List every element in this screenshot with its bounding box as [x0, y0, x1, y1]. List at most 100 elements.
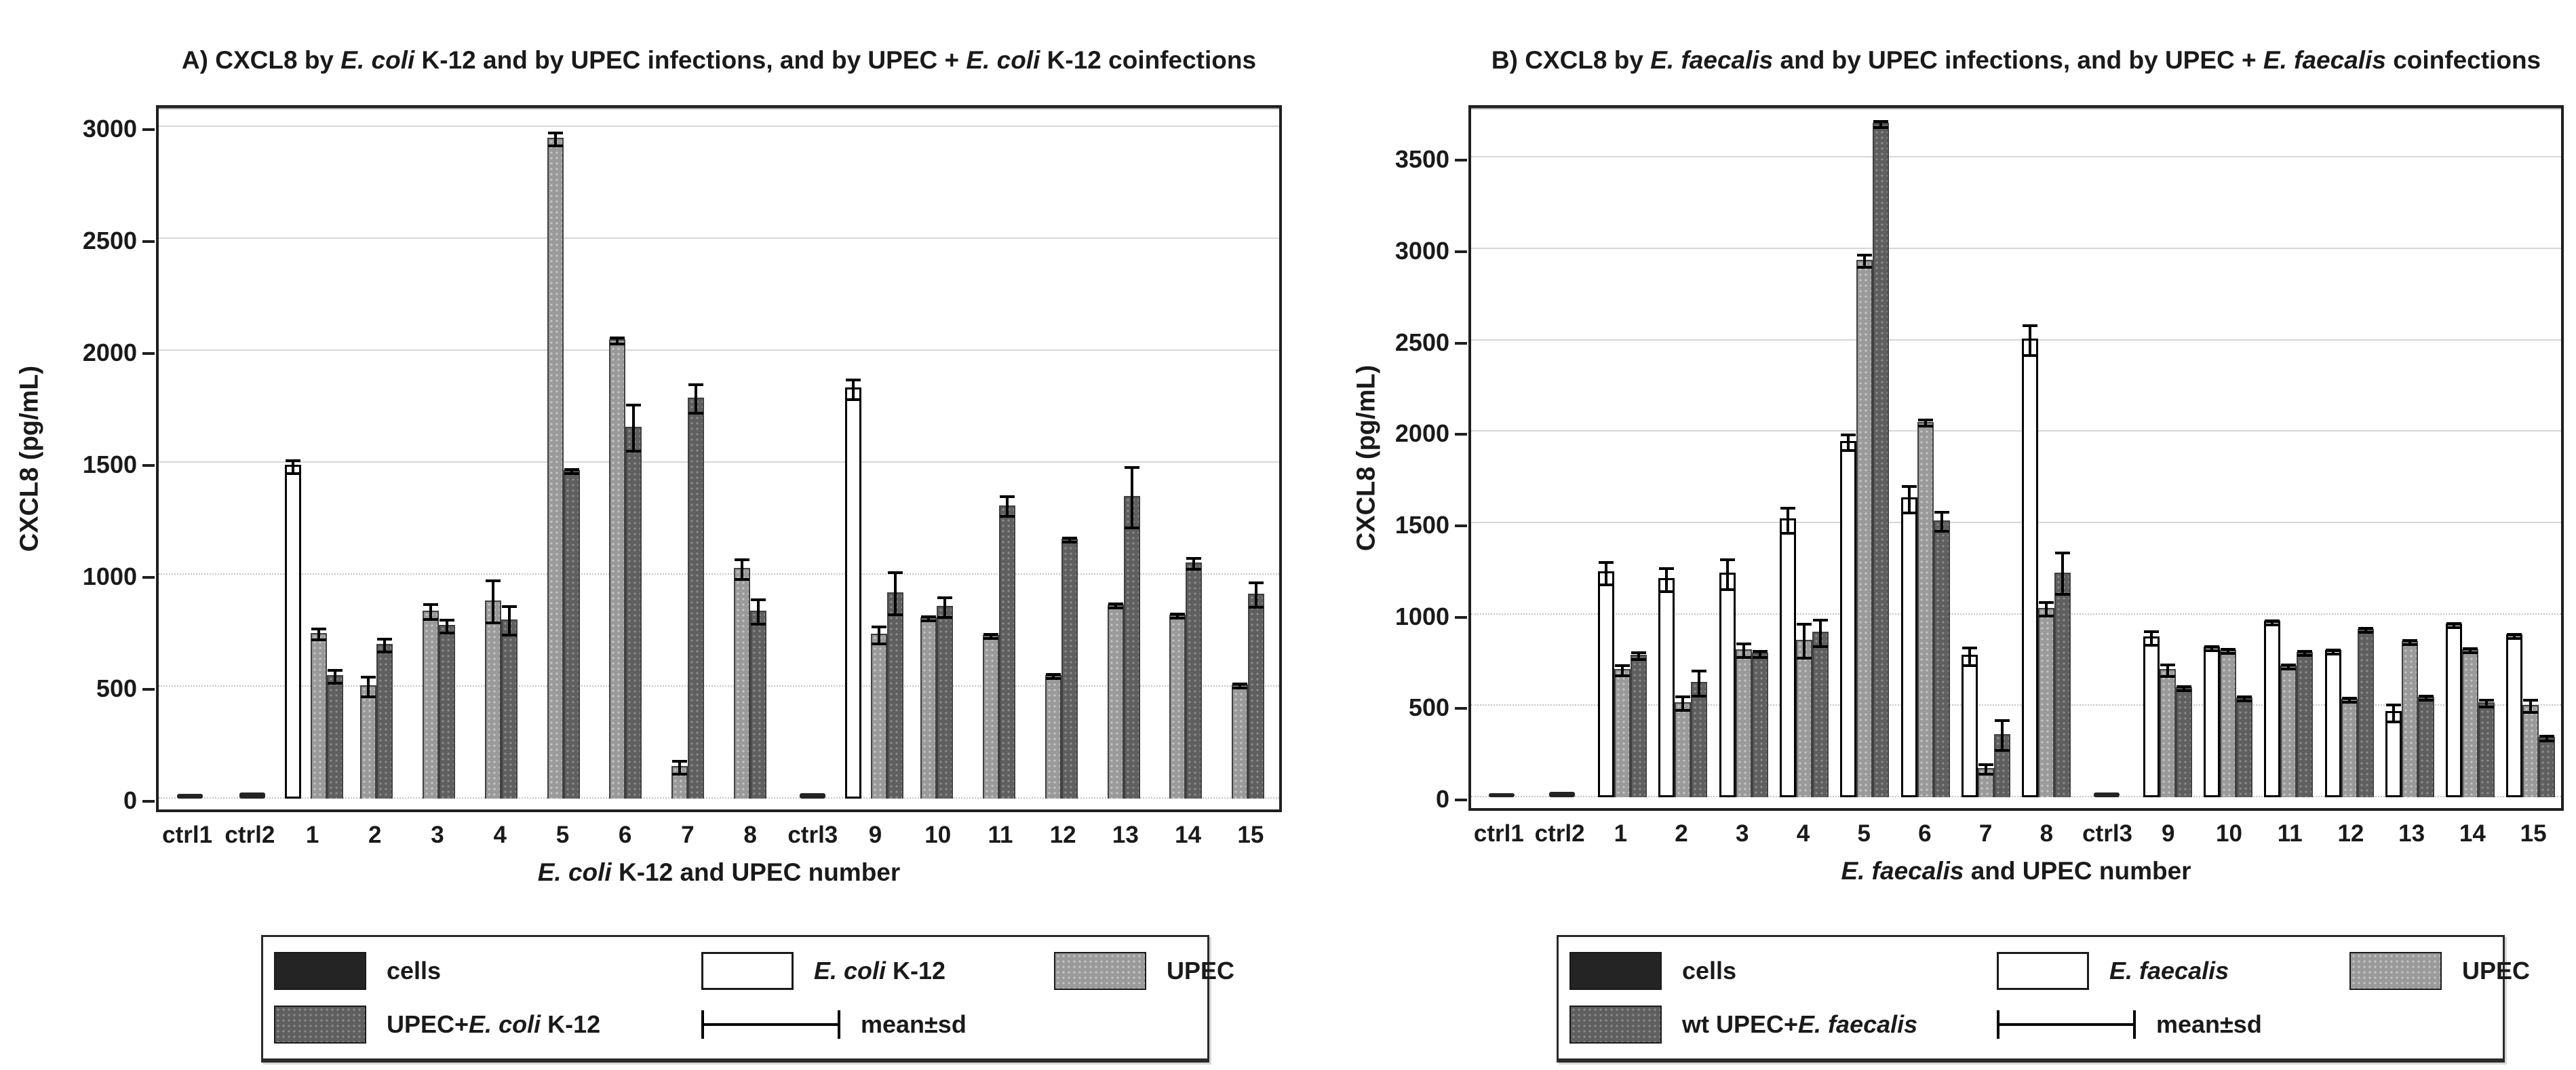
bar-group: [1471, 108, 1531, 797]
error-bar: [1736, 642, 1751, 659]
error-bar: [2539, 734, 2555, 742]
bar-group: [2501, 108, 2561, 797]
bar-co: [2417, 694, 2434, 797]
bar-co: [2478, 699, 2495, 797]
error-bar: [1232, 682, 1248, 689]
y-tick-label: 2500: [1394, 328, 1449, 356]
legend-label: mean±sd: [861, 1010, 967, 1038]
legend-swatch-cells: [1569, 952, 1662, 991]
bar-upec: [1856, 254, 1873, 797]
legend-swatch-upec: [2349, 952, 2442, 991]
bar-groups: [1471, 108, 2561, 797]
y-tick-mark: [142, 575, 155, 579]
bar-upec: [920, 615, 937, 799]
bar-upec: [1169, 613, 1186, 799]
error-bar: [2402, 638, 2417, 646]
bar-mono: [2324, 649, 2341, 797]
bar-co: [1691, 670, 1708, 797]
bar-co: [1993, 719, 2010, 797]
bar-co: [749, 598, 766, 799]
bar-upec: [2280, 664, 2297, 797]
gridline: [1471, 430, 2561, 432]
y-tick-mark: [1455, 615, 1467, 619]
bar-co: [688, 383, 705, 799]
y-tick-mark: [1455, 799, 1467, 801]
legend-item-upec: UPEC: [2349, 952, 2530, 991]
bar-co: [2297, 649, 2314, 797]
error-bar: [1170, 613, 1186, 620]
bar-upec: [1977, 763, 1994, 797]
bar-upec: [360, 675, 377, 799]
x-tick-label: ctrl3: [787, 822, 838, 848]
bar-co: [2054, 552, 2071, 797]
bar-group: [159, 108, 221, 799]
bar-group: [1030, 108, 1093, 799]
error-bar: [1186, 556, 1202, 571]
bar-group: [2259, 108, 2319, 797]
chart-title-A: A) CXCL8 by E. coli K-12 and by UPEC inf…: [181, 46, 1257, 74]
bar-group: [532, 108, 595, 799]
x-tick-label: 8: [743, 822, 757, 848]
bar-group: [2379, 108, 2440, 797]
error-bar: [1599, 560, 1614, 587]
legend-item-err: mean±sd: [1997, 1006, 2349, 1044]
x-axis-title-A: E. coli K-12 and UPEC number: [537, 858, 901, 886]
y-tick-mark: [1455, 707, 1467, 710]
x-tick-label: 5: [1857, 820, 1871, 847]
error-bar: [1061, 537, 1077, 544]
bar-group: [1713, 108, 1774, 797]
bar-co: [1933, 510, 1950, 797]
gridline: [159, 685, 1279, 687]
bar-mono: [2446, 622, 2463, 797]
bar-co: [625, 403, 642, 799]
x-tick-label: 15: [1237, 822, 1264, 848]
x-tick-label: 8: [2040, 820, 2054, 847]
x-tick-label: 3: [1736, 820, 1749, 847]
error-bar: [1108, 603, 1123, 610]
bar-mono: [2022, 324, 2039, 797]
y-tick-label: 3500: [1394, 145, 1449, 174]
legend-item-cells: cells: [274, 952, 701, 991]
y-tick-mark: [1455, 433, 1467, 436]
bar-group: [345, 108, 408, 799]
error-bar: [2143, 630, 2159, 647]
error-bar: [311, 627, 327, 641]
bar-co: [887, 571, 904, 799]
x-tick-label: ctrl2: [225, 822, 275, 848]
error-bar: [1692, 670, 1707, 698]
error-bar: [734, 558, 749, 581]
error-bar: [2297, 649, 2313, 657]
legend-item-co: wt UPEC+E. faecalis: [1569, 1005, 1997, 1044]
error-bar: [547, 131, 563, 147]
legend-A: cells E. coli K-12 UPEC UPEC+E. coli K-12 me…: [261, 935, 1234, 1063]
legend-label: wt UPEC+E. faecalis: [1682, 1010, 1918, 1038]
gridline-zero: [159, 797, 1279, 799]
x-tick-labels-A: ctrl1 ctrl2 1 2 3 4 5 6 7 8 ctrl3 9 10 11 12 13 14 15: [156, 822, 1282, 849]
error-bar: [1249, 581, 1264, 609]
error-bar: [688, 383, 704, 415]
bar-upec: [871, 625, 888, 799]
legend-swatch-cells: [274, 952, 366, 991]
bar-upec: [671, 759, 688, 799]
bar-mono: [1840, 434, 1857, 797]
error-bar: [2160, 663, 2175, 679]
bar-upec: [311, 627, 328, 799]
gridline: [1471, 522, 2561, 524]
bar-co: [1061, 537, 1078, 799]
x-tick-label: 12: [2337, 820, 2364, 847]
error-bar: [2265, 619, 2280, 627]
bar-group: [657, 108, 719, 799]
error-bar: [872, 625, 887, 646]
x-tick-label: 1: [1614, 820, 1628, 847]
legend-label: UPEC: [2462, 957, 2531, 985]
error-bar: [1901, 484, 1917, 514]
x-tick-label: 9: [2162, 820, 2175, 847]
y-tick-label: 0: [1435, 785, 1449, 813]
bar-group: [2198, 108, 2258, 797]
gridline: [1471, 613, 2561, 615]
error-bar: [1675, 695, 1691, 712]
bar-co: [327, 668, 344, 799]
x-tick-label: 14: [1175, 822, 1202, 848]
bar-mono: [2143, 630, 2160, 797]
legend-label: cells: [1682, 957, 1737, 985]
